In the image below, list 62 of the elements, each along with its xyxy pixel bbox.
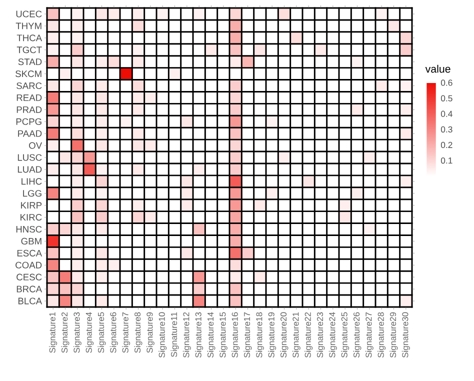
x-tick-label: Signature14 bbox=[207, 312, 216, 358]
x-tick-label: Signature5 bbox=[98, 312, 106, 353]
y-tick-label: PAAD bbox=[18, 130, 42, 137]
x-tick-label: Signature26 bbox=[353, 312, 362, 358]
y-tick-label: OV bbox=[29, 142, 42, 149]
x-tick-label: Signature21 bbox=[292, 312, 300, 358]
y-tick-label: SKCM bbox=[16, 70, 42, 78]
color-bar-label: 0.4 bbox=[440, 110, 452, 117]
y-tick-label: UCEC bbox=[16, 10, 42, 18]
x-tick-label: Signature11 bbox=[170, 312, 179, 357]
x-tick-label: Signature2 bbox=[61, 312, 70, 353]
color-bar-label: 0.5 bbox=[440, 95, 452, 102]
x-tick-label: Signature13 bbox=[195, 312, 204, 358]
color-bar-label: 0.2 bbox=[440, 142, 452, 148]
x-tick-label: Signature25 bbox=[341, 312, 350, 358]
y-tick-label: KIRC bbox=[20, 214, 42, 221]
color-bar-label: 0.1 bbox=[440, 157, 452, 164]
y-tick-label: PCPG bbox=[16, 118, 42, 125]
x-tick-label: Signature28 bbox=[378, 312, 386, 358]
x-tick-label: Signature30 bbox=[402, 312, 410, 358]
y-tick-label: GBM bbox=[21, 238, 42, 245]
x-tick-label: Signature17 bbox=[244, 312, 252, 358]
x-tick-label: Signature27 bbox=[365, 312, 374, 358]
x-tick-label: Signature12 bbox=[182, 312, 191, 358]
y-tick-label: READ bbox=[16, 94, 42, 101]
y-tick-label: HNSC bbox=[16, 226, 42, 233]
x-tick-label: Signature20 bbox=[280, 312, 288, 358]
x-tick-label: Signature8 bbox=[134, 312, 142, 353]
x-tick-label: Signature9 bbox=[146, 312, 154, 353]
x-tick-label: Signature3 bbox=[73, 312, 82, 353]
color-bar-label: 0.6 bbox=[440, 80, 452, 86]
color-bar-title: value bbox=[425, 64, 450, 73]
y-tick-label: BLCA bbox=[18, 298, 42, 304]
y-tick-label: PRAD bbox=[16, 106, 42, 113]
x-tick-label: Signature24 bbox=[328, 312, 337, 358]
y-tick-label: LIHC bbox=[22, 178, 42, 185]
y-tick-label: LUSC bbox=[18, 154, 42, 161]
y-tick-label: KIRP bbox=[21, 202, 42, 209]
y-tick-label: TGCT bbox=[16, 46, 42, 54]
y-tick-label: BRCA bbox=[16, 286, 42, 292]
x-tick-label: Signature7 bbox=[122, 312, 130, 353]
y-tick-label: THCA bbox=[16, 34, 42, 42]
y-tick-label: THYM bbox=[16, 22, 42, 30]
y-tick-label: ESCA bbox=[17, 250, 42, 256]
x-tick-label: Signature15 bbox=[219, 312, 228, 358]
x-tick-label: Signature18 bbox=[256, 312, 264, 358]
y-tick-label: STAD bbox=[18, 58, 42, 66]
x-tick-label: Signature6 bbox=[110, 312, 118, 353]
y-tick-label: LUAD bbox=[18, 166, 42, 173]
x-tick-label: Signature4 bbox=[86, 312, 94, 353]
color-bar-label: 0.3 bbox=[440, 126, 452, 132]
x-tick-label: Signature22 bbox=[304, 312, 313, 358]
y-tick-label: SARC bbox=[16, 82, 42, 90]
x-tick-label: Signature29 bbox=[390, 312, 398, 358]
y-tick-label: CESC bbox=[16, 274, 42, 280]
y-tick-label: LGG bbox=[23, 190, 42, 197]
y-tick-label: COAD bbox=[16, 262, 42, 268]
x-tick-label: Signature19 bbox=[268, 312, 276, 358]
x-tick-label: Signature16 bbox=[232, 312, 240, 358]
x-tick-label: Signature10 bbox=[158, 312, 167, 358]
x-tick-label: Signature23 bbox=[316, 312, 325, 358]
x-tick-label: Signature1 bbox=[49, 312, 58, 353]
